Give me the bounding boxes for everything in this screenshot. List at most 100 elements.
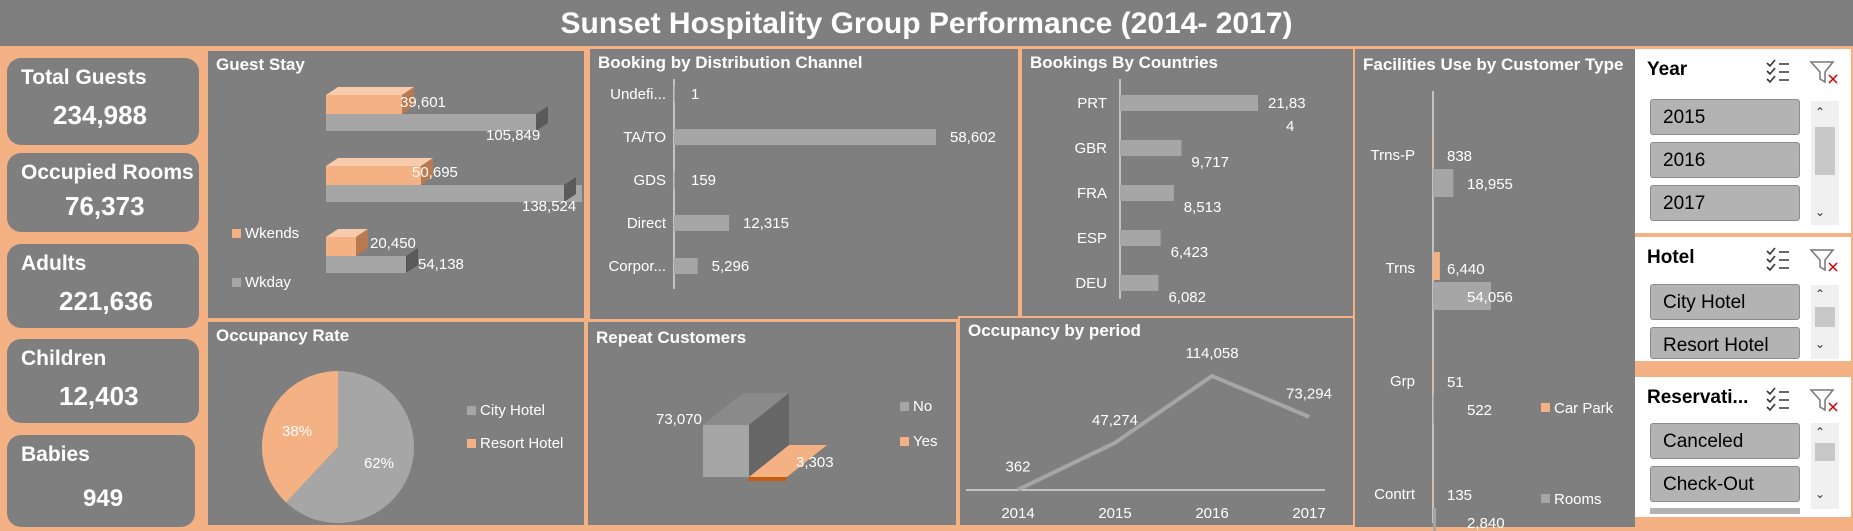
data-label: 362 <box>1005 459 1030 476</box>
slicer-title: Reservati... <box>1647 387 1749 408</box>
category-label: Contrt <box>1374 486 1416 503</box>
slicer-title: Year <box>1647 59 1688 80</box>
occupancy-rate-chart: 62% 38% City Hotel Resort Hotel <box>262 371 563 523</box>
legend-label: Wkday <box>245 274 291 291</box>
bar <box>1120 95 1258 111</box>
clear-filter-icon[interactable] <box>1809 249 1838 272</box>
slicer-item-check-out[interactable]: Check-Out <box>1650 466 1800 502</box>
scroll-up-icon[interactable]: ⌃ <box>1815 425 1826 439</box>
legend-swatch-wkday <box>232 278 241 287</box>
scroll-thumb[interactable] <box>1815 307 1835 327</box>
guest-stay-chart: 39,601 105,849 50,695 138,524 20,450 54,… <box>232 87 582 291</box>
bar-group-2: 50,695 138,524 <box>326 158 582 215</box>
slice-label: 38% <box>282 423 312 440</box>
slicer-item-city-hotel[interactable]: City Hotel <box>1650 284 1800 320</box>
slicer-item-canceled[interactable]: Canceled <box>1650 423 1800 459</box>
kpi-label: Adults <box>21 252 87 275</box>
data-label: 54,138 <box>418 256 464 273</box>
bar-side <box>402 87 414 114</box>
data-label-wrap: 4 <box>1286 118 1294 135</box>
category-label: GDS <box>633 172 666 189</box>
scroll-up-icon[interactable]: ⌃ <box>1815 105 1826 119</box>
hotel-slicer[interactable]: Hotel City Hotel Resort Hotel ⌃ ⌄ <box>1635 237 1851 361</box>
bar-yes <box>749 445 827 477</box>
chart-title: Guest Stay <box>216 55 305 74</box>
data-label: 114,058 <box>1185 345 1238 362</box>
distribution-channel-panel: Booking by Distribution Channel Undefi..… <box>588 47 1020 321</box>
data-label: 18,955 <box>1467 176 1513 193</box>
chart-title: Booking by Distribution Channel <box>598 53 863 72</box>
category-label: TA/TO <box>623 129 666 146</box>
data-label: 8,513 <box>1184 199 1222 216</box>
slicer-item-partial[interactable] <box>1650 508 1800 514</box>
x-tick-label: 2017 <box>1292 505 1325 522</box>
scroll-thumb[interactable] <box>1815 127 1835 175</box>
legend-label: Car Park <box>1554 400 1614 417</box>
year-slicer[interactable]: Year 2015 2016 2017 ⌃ ⌄ <box>1635 49 1851 233</box>
kpi-value: 221,636 <box>59 286 153 316</box>
bar-side <box>564 177 576 202</box>
occupancy-rate-panel: Occupancy Rate 62% 38% City Hotel Resort … <box>206 320 586 527</box>
slicer-scrollbar[interactable]: ⌃ ⌄ <box>1811 285 1839 359</box>
clear-filter-icon[interactable] <box>1809 389 1838 412</box>
data-label: 2,840 <box>1467 515 1505 531</box>
chart-title: Occupancy Rate <box>216 326 350 345</box>
data-label: 73,070 <box>656 411 702 428</box>
kpi-label: Babies <box>21 443 90 466</box>
multi-select-icon[interactable] <box>1766 247 1789 272</box>
bar-wkday <box>326 256 406 273</box>
kpi-label: Children <box>21 347 107 370</box>
legend-swatch-city-hotel <box>467 406 476 415</box>
category-label: ESP <box>1077 230 1107 247</box>
bar-group-3: 20,450 54,138 <box>326 229 464 273</box>
clear-filter-icon[interactable] <box>1809 61 1838 84</box>
bar-rooms <box>1433 508 1437 531</box>
data-label: 73,294 <box>1286 386 1332 403</box>
bar-wkday <box>326 185 582 202</box>
slicer-scrollbar[interactable]: ⌃ ⌄ <box>1811 423 1839 509</box>
bar-top <box>326 229 368 237</box>
slicer-item-resort-hotel[interactable]: Resort Hotel <box>1650 327 1800 359</box>
multi-select-icon[interactable] <box>1766 387 1789 412</box>
multi-select-icon[interactable] <box>1766 59 1789 84</box>
bar <box>1120 230 1161 246</box>
bar-rooms <box>1433 169 1454 197</box>
kpi-label: Total Guests <box>21 66 147 89</box>
scroll-down-icon[interactable]: ⌄ <box>1815 205 1826 219</box>
occupancy-period-chart: 2014 362 2015 47,274 2016 114,058 2017 73,294 <box>966 345 1332 522</box>
scroll-up-icon[interactable]: ⌃ <box>1815 287 1826 301</box>
chart-title: Facilities Use by Customer Type <box>1363 55 1624 74</box>
bar-wkday <box>326 114 536 131</box>
scroll-down-icon[interactable]: ⌄ <box>1815 487 1826 501</box>
slicer-item-2016[interactable]: 2016 <box>1650 142 1800 178</box>
bar <box>674 86 675 102</box>
bar-side <box>406 248 418 273</box>
data-label: 6,423 <box>1171 244 1209 261</box>
kpi-card-babies: Babies 949 <box>7 435 195 527</box>
slicer-item-2015[interactable]: 2015 <box>1650 99 1800 135</box>
category-label: DEU <box>1075 275 1107 292</box>
bar <box>674 258 698 274</box>
bar-yes-edge <box>748 477 787 481</box>
slicer-toolbar <box>1766 59 1838 84</box>
category-label: Grp <box>1390 373 1415 390</box>
legend-swatch-no <box>900 402 909 411</box>
bar <box>674 215 730 231</box>
bar-side <box>356 229 368 256</box>
legend-label: No <box>913 398 932 415</box>
slicer-item-2017[interactable]: 2017 <box>1650 185 1800 221</box>
bar-side <box>421 158 433 185</box>
x-tick-label: 2016 <box>1195 505 1228 522</box>
x-tick-label: 2014 <box>1001 505 1034 522</box>
scroll-thumb[interactable] <box>1815 443 1835 461</box>
kpi-value: 76,373 <box>65 191 145 221</box>
data-label: 50,695 <box>412 164 458 181</box>
countries-panel: Bookings By Countries PRT 21,83 GBR 9,717 FR… <box>1020 47 1355 321</box>
slicer-scrollbar[interactable]: ⌃ ⌄ <box>1811 101 1839 225</box>
reservation-slicer[interactable]: Reservati... Canceled Check-Out ⌃ ⌄ <box>1635 377 1851 517</box>
slicer-toolbar <box>1766 387 1838 412</box>
scroll-down-icon[interactable]: ⌄ <box>1815 337 1826 351</box>
kpi-card-children: Children 12,403 <box>7 339 199 423</box>
category-label: Direct <box>627 215 667 232</box>
